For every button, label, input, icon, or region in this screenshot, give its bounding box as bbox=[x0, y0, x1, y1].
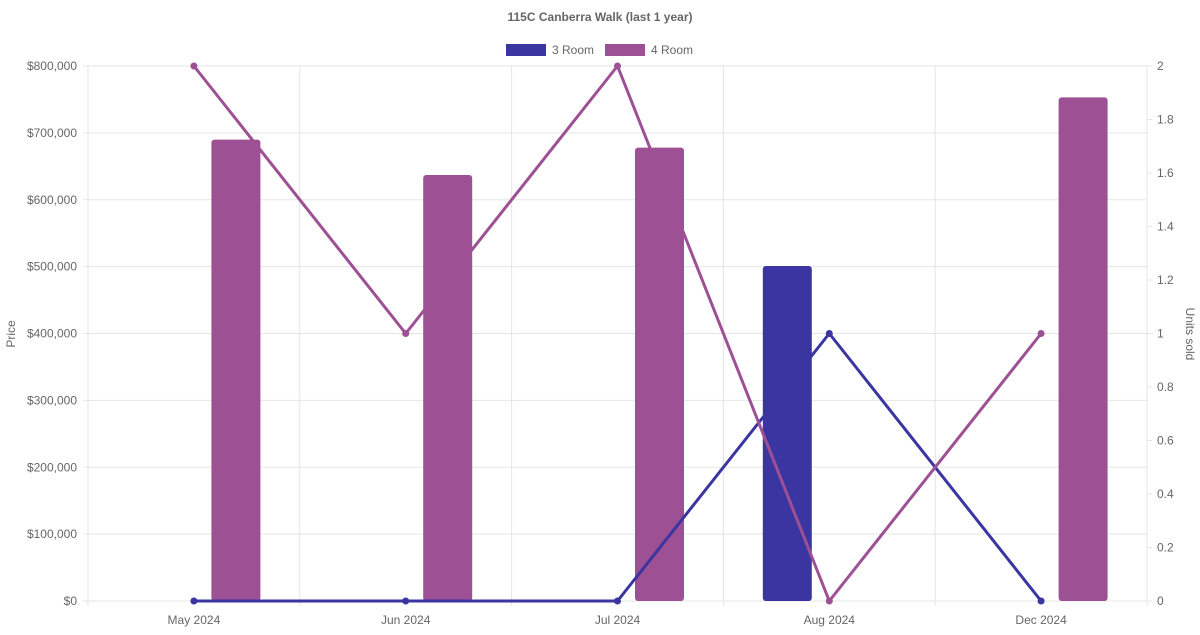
x-tick-label: Jun 2024 bbox=[381, 613, 431, 627]
right-axis-title: Units sold bbox=[1183, 308, 1197, 361]
x-tick-label: Jul 2024 bbox=[595, 613, 641, 627]
legend-label-4-room: 4 Room bbox=[651, 43, 693, 57]
legend-swatch-4-room bbox=[605, 44, 645, 56]
point-4-room bbox=[190, 62, 198, 70]
x-tick-label: May 2024 bbox=[168, 613, 221, 627]
point-3-room bbox=[614, 597, 621, 605]
right-tick-label: 1.4 bbox=[1157, 220, 1174, 234]
point-4-room bbox=[1037, 330, 1045, 337]
left-tick-label: $800,000 bbox=[27, 59, 77, 73]
x-axis-ticks: May 2024 Jun 2024 Jul 2024 Aug 2024 Dec 2024 bbox=[168, 613, 1068, 627]
left-tick-label: $0 bbox=[64, 594, 78, 608]
left-tick-label: $700,000 bbox=[27, 126, 77, 140]
chart-title: 115C Canberra Walk (last 1 year) bbox=[508, 10, 693, 24]
point-3-room bbox=[402, 597, 410, 605]
left-tick-label: $200,000 bbox=[27, 460, 77, 474]
legend-label-3-room: 3 Room bbox=[552, 43, 594, 57]
left-tick-label: $600,000 bbox=[27, 193, 77, 207]
right-tick-label: 0.8 bbox=[1157, 380, 1174, 394]
price-bars bbox=[211, 97, 1108, 602]
left-tick-label: $100,000 bbox=[27, 527, 77, 541]
left-axis-ticks: $0 $100,000 $200,000 $300,000 $400,000 $500,0… bbox=[27, 59, 77, 608]
right-tick-label: 0.4 bbox=[1157, 487, 1174, 501]
right-tick-label: 0.2 bbox=[1157, 541, 1174, 555]
right-tick-label: 1 bbox=[1157, 327, 1164, 341]
units-lines bbox=[190, 62, 1045, 605]
point-3-room bbox=[825, 330, 833, 337]
legend: 3 Room 4 Room bbox=[506, 43, 693, 57]
x-tick-label: Aug 2024 bbox=[804, 613, 856, 627]
left-axis-title: Price bbox=[4, 320, 18, 348]
right-tick-label: 0.6 bbox=[1157, 434, 1174, 448]
left-tick-label: $500,000 bbox=[27, 260, 77, 274]
point-4-room bbox=[402, 330, 410, 337]
legend-swatch-3-room bbox=[506, 44, 546, 56]
left-tick-label: $300,000 bbox=[27, 393, 77, 407]
bar-4-room bbox=[423, 175, 473, 601]
right-axis-ticks: 0 0.2 0.4 0.6 0.8 1 1.2 1.4 1.6 1.8 2 bbox=[1157, 59, 1174, 608]
x-tick-label: Dec 2024 bbox=[1015, 613, 1067, 627]
right-tick-label: 1.2 bbox=[1157, 273, 1174, 287]
bar-4-room bbox=[635, 147, 684, 601]
right-tick-label: 0 bbox=[1157, 594, 1164, 608]
right-tick-label: 2 bbox=[1157, 59, 1164, 73]
bar-4-room bbox=[211, 139, 261, 601]
left-tick-label: $400,000 bbox=[27, 327, 77, 341]
right-tick-label: 1.8 bbox=[1157, 113, 1174, 127]
point-4-room bbox=[825, 597, 833, 605]
bar-3-room bbox=[762, 265, 812, 601]
bar-4-room bbox=[1058, 97, 1108, 602]
point-3-room bbox=[1037, 597, 1045, 605]
point-4-room bbox=[614, 62, 621, 70]
right-tick-label: 1.6 bbox=[1157, 166, 1174, 180]
point-3-room bbox=[190, 597, 198, 605]
